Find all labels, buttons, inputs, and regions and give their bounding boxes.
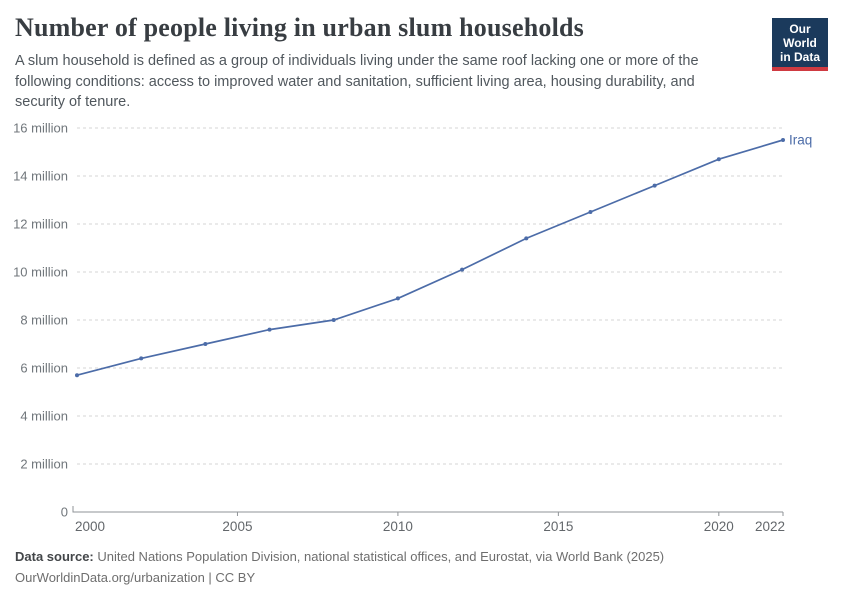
- y-axis-label: 10 million: [13, 265, 68, 280]
- x-axis-label: 2010: [383, 519, 413, 534]
- data-point[interactable]: [139, 356, 144, 361]
- data-point[interactable]: [203, 342, 208, 346]
- data-point[interactable]: [460, 267, 465, 272]
- series-end-label-iraq[interactable]: Iraq: [789, 133, 812, 148]
- data-point[interactable]: [395, 296, 400, 301]
- x-axis-label: 2015: [543, 519, 573, 534]
- x-axis-label: 2005: [222, 519, 252, 534]
- y-axis-label: 8 million: [20, 313, 68, 328]
- data-source-text: United Nations Population Division, nati…: [93, 549, 665, 564]
- y-axis-label: 12 million: [13, 217, 68, 232]
- data-point[interactable]: [716, 157, 721, 162]
- series-line-iraq[interactable]: [76, 139, 784, 377]
- y-axis-label: 2 million: [20, 457, 68, 472]
- footer-link-line[interactable]: OurWorldinData.org/urbanization | CC BY: [15, 570, 256, 586]
- owid-logo[interactable]: Our World in Data: [772, 18, 828, 72]
- y-axis-label: 16 million: [13, 121, 68, 136]
- data-point[interactable]: [652, 183, 657, 188]
- data-point[interactable]: [524, 236, 529, 241]
- x-axis-label: 2020: [704, 519, 734, 534]
- x-axis-line: [72, 506, 783, 513]
- owid-logo-line2: in Data: [779, 50, 820, 65]
- data-point[interactable]: [588, 210, 593, 214]
- chart-footer: Data source: United Nations Population D…: [15, 546, 664, 589]
- chart-title: Number of people living in urban slum ho…: [15, 13, 584, 42]
- data-point[interactable]: [267, 327, 272, 332]
- data-source-line: Data source: United Nations Population D…: [15, 546, 664, 567]
- data-point[interactable]: [75, 373, 79, 378]
- chart-subtitle: A slum household is defined as a group o…: [15, 53, 699, 111]
- data-point[interactable]: [331, 318, 336, 322]
- y-axis-label: 0: [61, 505, 68, 520]
- y-axis-label: 4 million: [20, 409, 68, 424]
- x-axis-label: 2022: [755, 519, 785, 534]
- data-source-label: Data source:: [15, 549, 94, 564]
- owid-logo-line1: Our World: [783, 22, 817, 51]
- y-axis-label: 14 million: [13, 169, 68, 184]
- y-axis-label: 6 million: [20, 361, 68, 376]
- data-point[interactable]: [781, 138, 785, 142]
- x-axis-label: 2000: [75, 519, 105, 534]
